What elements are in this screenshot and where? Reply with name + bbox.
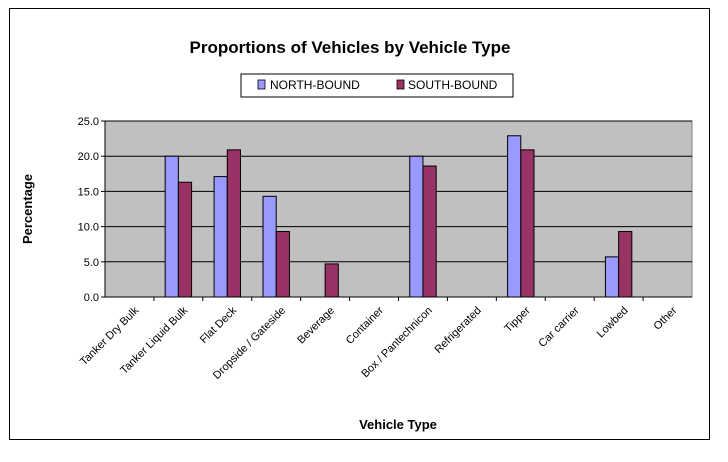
bar-north-bound [604, 256, 620, 298]
y-tick-label: 15.0 [78, 186, 99, 198]
bar-north-bound [262, 195, 277, 298]
x-tick-label: Refrigerated [432, 305, 483, 356]
legend-label-north-bound: NORTH-BOUND [270, 78, 360, 92]
plot-area [104, 120, 693, 298]
legend-swatch-north-bound [257, 79, 266, 90]
chart-title: Proportions of Vehicles by Vehicle Type [190, 38, 511, 57]
bar-south-bound [324, 263, 339, 298]
bar-south-bound [422, 165, 437, 298]
bar-south-bound [520, 149, 535, 298]
bar-north-bound [213, 176, 228, 298]
bar-chart: Proportions of Vehicles by Vehicle Type … [20, 38, 693, 432]
bar-south-bound [177, 181, 193, 298]
axes [101, 120, 692, 301]
bar-south-bound [226, 149, 241, 298]
x-axis-title: Vehicle Type [359, 417, 437, 432]
x-tick-label: Other [652, 304, 680, 332]
y-tick-label: 0.0 [84, 292, 99, 304]
x-tick-label: Flat Deck [198, 304, 240, 346]
bar-north-bound [507, 135, 522, 298]
bar-south-bound [618, 231, 633, 298]
x-tick-label: Lowbed [595, 305, 631, 341]
legend: NORTH-BOUND SOUTH-BOUND [240, 73, 514, 98]
x-tick-label: Car carrier [536, 304, 581, 349]
gridlines [105, 120, 692, 263]
bar-south-bound [275, 231, 290, 298]
y-axis-title: Percentage [20, 174, 35, 244]
bar-north-bound [164, 155, 179, 298]
y-tick-labels: 0.0 5.0 10.0 15.0 20.0 25.0 [78, 116, 99, 304]
y-tick-label: 10.0 [78, 222, 99, 234]
bar-north-bound [409, 155, 424, 298]
chart-frame: Proportions of Vehicles by Vehicle Type … [9, 8, 710, 440]
y-tick-label: 5.0 [84, 257, 99, 269]
legend-box [240, 73, 514, 98]
x-tick-label: Tipper [502, 304, 532, 334]
y-tick-label: 25.0 [78, 116, 99, 128]
y-tick-label: 20.0 [78, 151, 99, 163]
legend-swatch-south-bound [396, 79, 405, 90]
x-tick-label: Beverage [295, 305, 337, 347]
legend-label-south-bound: SOUTH-BOUND [408, 78, 498, 92]
x-tick-label: Container [344, 304, 386, 346]
